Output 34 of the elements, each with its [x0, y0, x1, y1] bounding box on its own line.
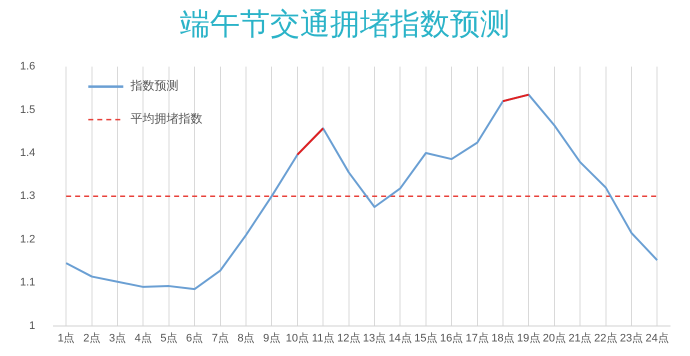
x-tick-label: 4点	[134, 331, 152, 344]
x-tick-label: 12点	[337, 331, 360, 344]
x-tick-label: 11点	[312, 331, 334, 344]
x-tick-label: 17点	[466, 331, 489, 344]
x-tick-label: 8点	[237, 331, 255, 344]
x-tick-label: 6点	[186, 331, 204, 344]
x-tick-label: 22点	[594, 331, 618, 344]
x-tick-label: 7点	[212, 331, 229, 344]
y-tick-label: 1.4	[20, 147, 36, 160]
legend-label: 平均拥堵指数	[130, 112, 202, 126]
x-tick-label: 14点	[388, 331, 412, 344]
x-tick-label: 19点	[517, 331, 540, 344]
x-tick-label: 15点	[414, 331, 438, 344]
x-tick-label: 3点	[108, 331, 126, 344]
x-tick-label: 21点	[568, 331, 592, 344]
x-tick-label: 20点	[542, 331, 566, 344]
x-tick-label: 16点	[440, 331, 464, 344]
x-tick-label: 10点	[286, 331, 310, 344]
legend-label: 指数预测	[129, 78, 178, 93]
x-tick-label: 13点	[362, 331, 386, 344]
x-tick-label: 9点	[263, 331, 280, 344]
x-tick-label: 23点	[620, 331, 644, 344]
y-tick-label: 1.1	[20, 276, 36, 289]
chart-title: 端午节交通拥堵指数预测	[179, 6, 511, 44]
y-tick-label: 1.3	[20, 190, 36, 202]
x-tick-label: 24点	[646, 331, 669, 344]
x-tick-label: 18点	[491, 331, 515, 344]
x-tick-label: 2点	[83, 331, 100, 344]
x-tick-label: 1点	[58, 331, 75, 344]
y-tick-label: 1.6	[20, 60, 36, 73]
y-tick-label: 1	[29, 320, 36, 332]
y-tick-label: 1.5	[20, 104, 36, 116]
y-tick-label: 1.2	[20, 233, 36, 246]
x-tick-label: 5点	[160, 331, 178, 344]
